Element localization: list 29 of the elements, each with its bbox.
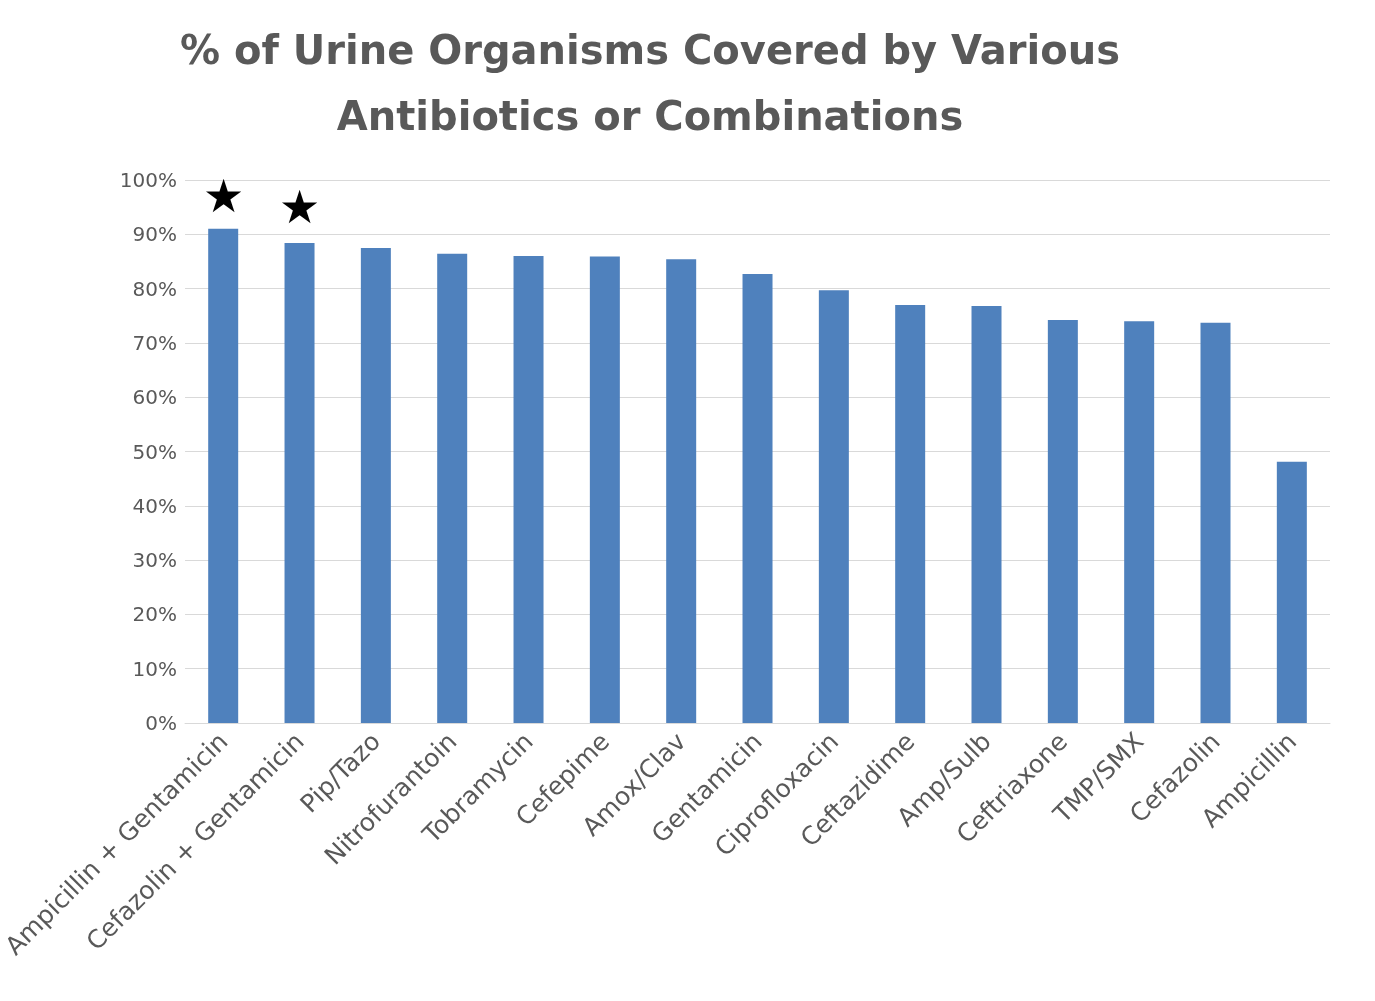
y-tick-label: 20% xyxy=(132,602,178,627)
bar xyxy=(437,253,468,723)
y-tick-label: 90% xyxy=(132,222,178,247)
annotation: ★ xyxy=(279,180,321,233)
y-tick-label: 70% xyxy=(132,330,178,355)
bar xyxy=(1276,461,1307,723)
y-tick-label: 50% xyxy=(132,439,178,464)
bar xyxy=(589,256,620,723)
bar xyxy=(1124,321,1155,723)
annotation: ★ xyxy=(202,170,244,222)
bar xyxy=(742,273,773,723)
bar xyxy=(818,290,849,723)
bar xyxy=(208,228,239,723)
y-tick-label: 0% xyxy=(145,711,178,735)
y-tick-label: 100% xyxy=(119,168,178,192)
bar xyxy=(360,247,391,723)
bar xyxy=(666,259,697,723)
bar xyxy=(284,242,315,723)
y-tick-label: 10% xyxy=(132,656,178,681)
y-tick-label: 80% xyxy=(132,276,178,301)
y-tick-label: 30% xyxy=(132,548,178,573)
y-tick-label: 60% xyxy=(132,385,178,410)
bar xyxy=(971,305,1002,723)
y-tick-label: 40% xyxy=(132,493,178,518)
bar xyxy=(895,304,926,723)
bar xyxy=(513,256,544,723)
bar xyxy=(1047,320,1078,723)
chart-title: % of Urine Organisms Covered by Various Antibiotics or Combinations xyxy=(179,27,1121,139)
bar xyxy=(1200,322,1231,723)
